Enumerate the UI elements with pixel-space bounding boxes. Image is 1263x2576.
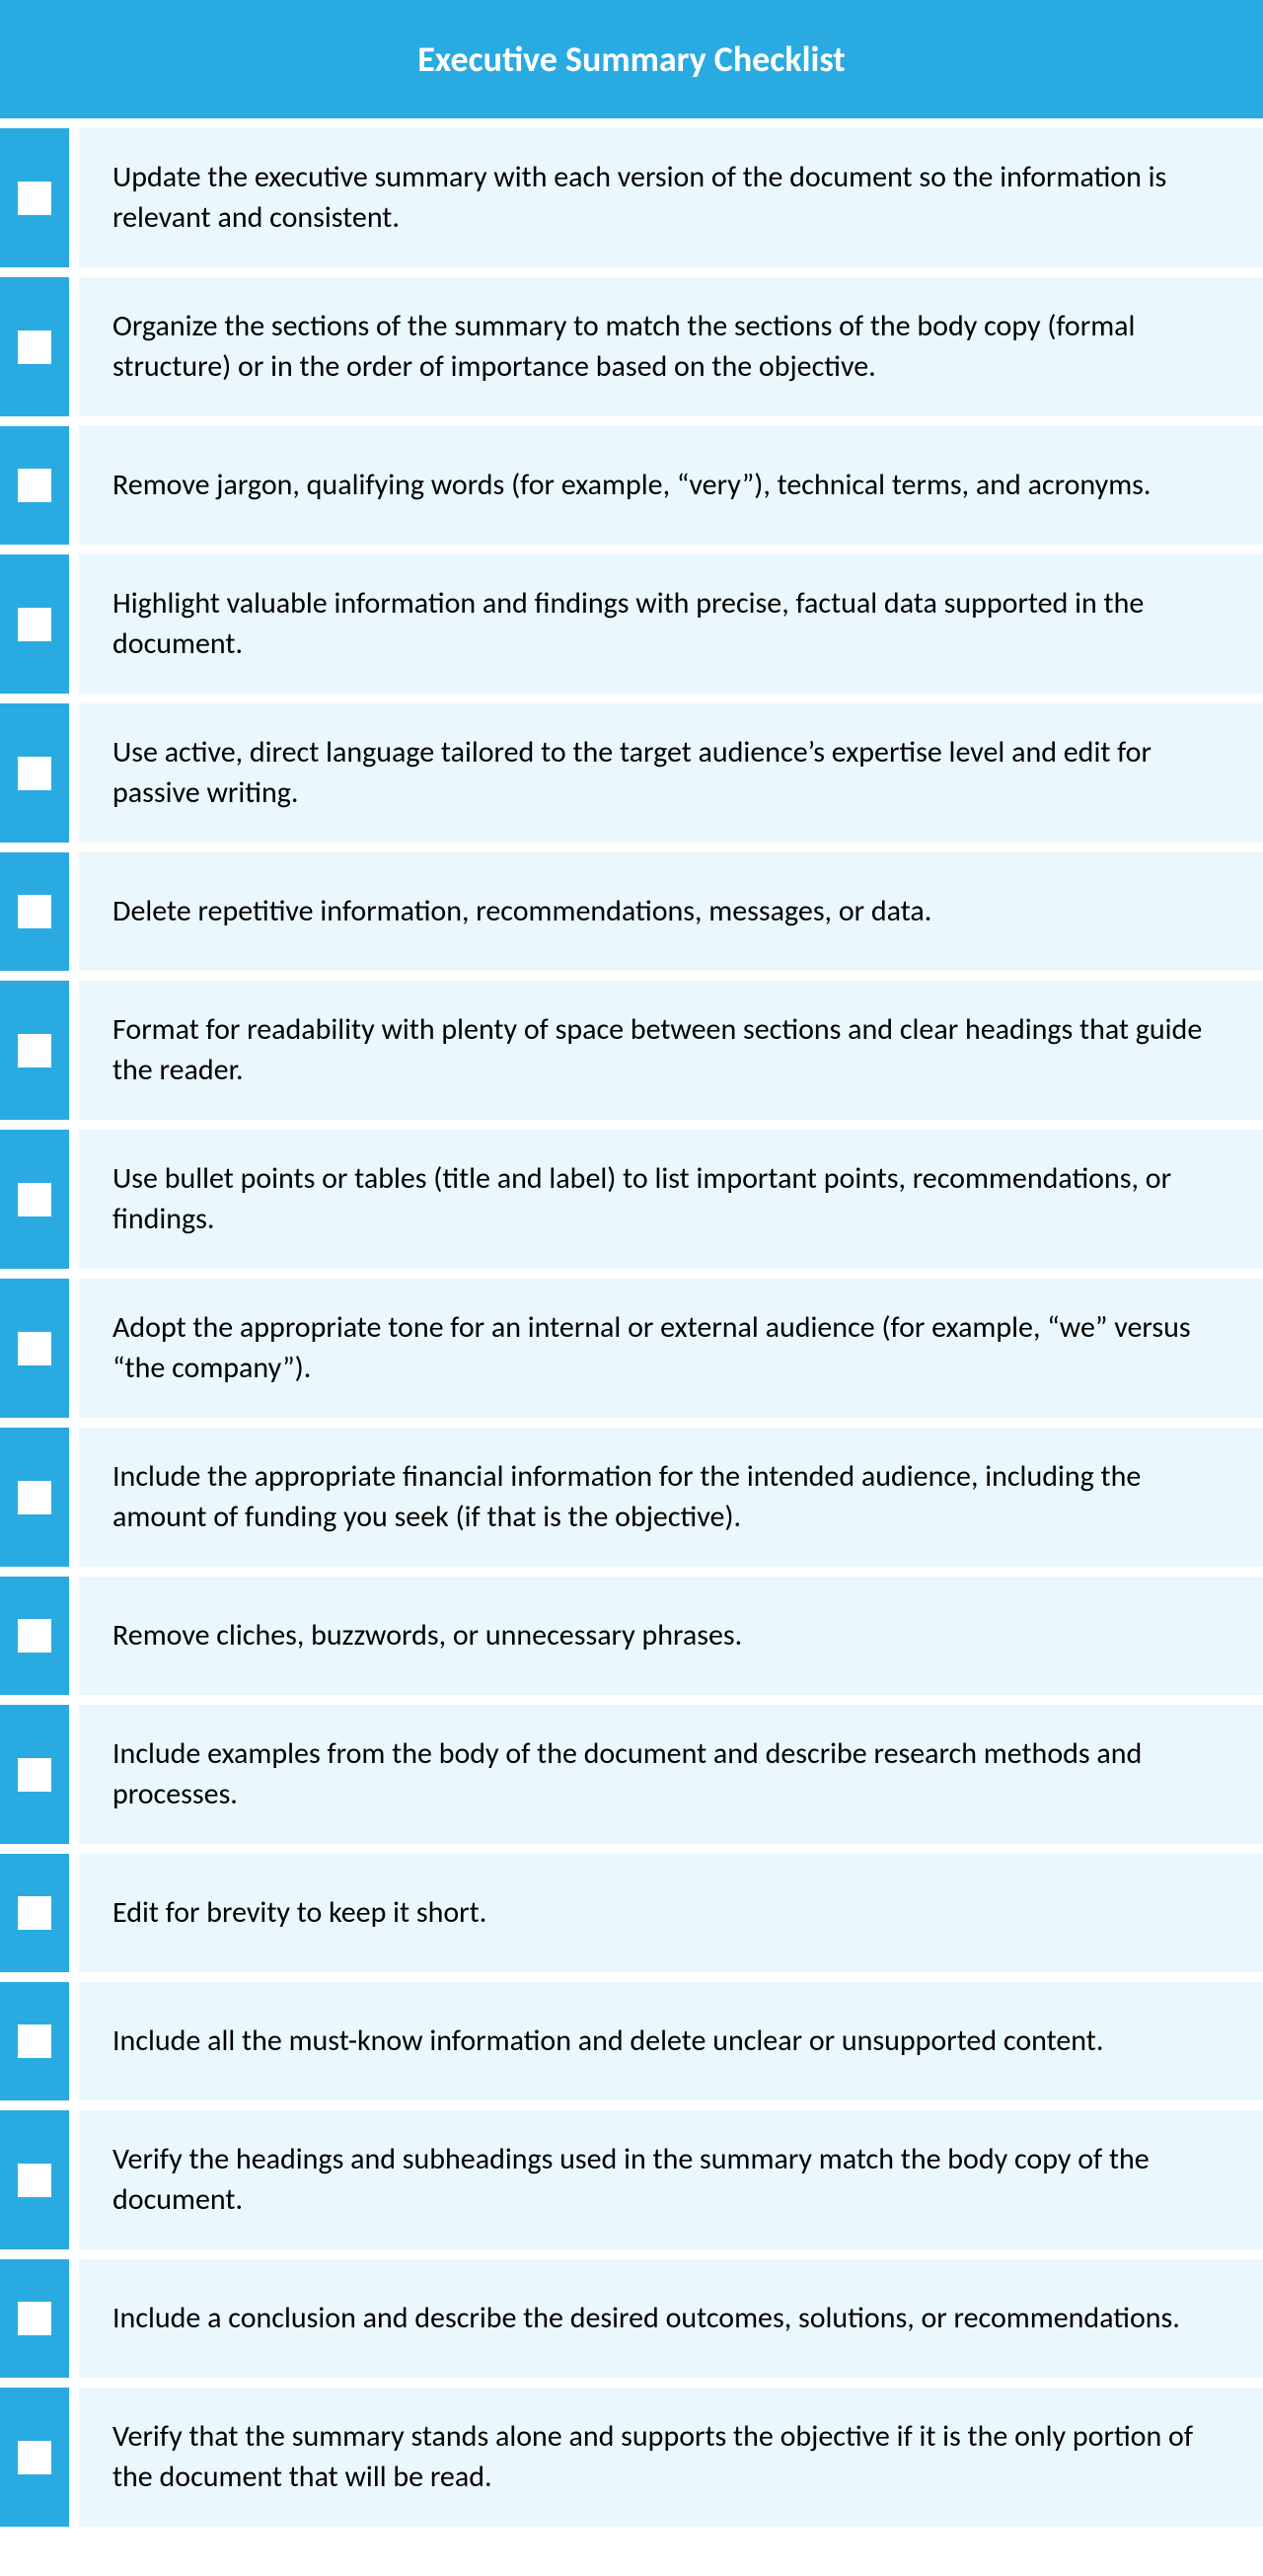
checkbox[interactable] <box>18 1332 51 1365</box>
checklist-row: Verify that the summary stands alone and… <box>0 2388 1263 2527</box>
checkbox[interactable] <box>18 1481 51 1514</box>
checkbox[interactable] <box>18 1034 51 1067</box>
checklist-row: Organize the sections of the summary to … <box>0 277 1263 416</box>
check-cell <box>0 554 69 694</box>
checklist-item-text: Delete repetitive information, recommend… <box>79 852 1263 971</box>
checklist-row: Edit for brevity to keep it short. <box>0 1854 1263 1972</box>
checklist-row: Include all the must-know information an… <box>0 1982 1263 2100</box>
checkbox[interactable] <box>18 1758 51 1792</box>
check-cell <box>0 1279 69 1418</box>
checklist-row: Verify the headings and subheadings used… <box>0 2110 1263 2249</box>
check-cell <box>0 277 69 416</box>
checkbox[interactable] <box>18 469 51 502</box>
checkbox[interactable] <box>18 1619 51 1653</box>
checklist-header: Executive Summary Checklist <box>0 0 1263 118</box>
checklist-row: Include the appropriate financial inform… <box>0 1428 1263 1567</box>
checkbox[interactable] <box>18 1183 51 1216</box>
checklist-item-text: Format for readability with plenty of sp… <box>79 981 1263 1120</box>
check-cell <box>0 426 69 545</box>
checklist-row: Remove jargon, qualifying words (for exa… <box>0 426 1263 545</box>
checkbox[interactable] <box>18 608 51 641</box>
checklist-item-text: Use bullet points or tables (title and l… <box>79 1130 1263 1269</box>
checklist-row: Update the executive summary with each v… <box>0 128 1263 267</box>
checklist-item-text: Include examples from the body of the do… <box>79 1705 1263 1844</box>
check-cell <box>0 1705 69 1844</box>
header-title: Executive Summary Checklist <box>417 37 846 81</box>
checklist-item-text: Include all the must-know information an… <box>79 1982 1263 2100</box>
checkbox[interactable] <box>18 2302 51 2335</box>
checkbox[interactable] <box>18 2164 51 2197</box>
check-cell <box>0 1428 69 1567</box>
checkbox[interactable] <box>18 331 51 364</box>
check-cell <box>0 1577 69 1695</box>
checklist-item-text: Organize the sections of the summary to … <box>79 277 1263 416</box>
checklist-item-text: Include a conclusion and describe the de… <box>79 2259 1263 2378</box>
checkbox[interactable] <box>18 182 51 215</box>
checklist-item-text: Remove jargon, qualifying words (for exa… <box>79 426 1263 545</box>
checklist-item-text: Highlight valuable information and findi… <box>79 554 1263 694</box>
checkbox[interactable] <box>18 895 51 928</box>
checklist-row: Delete repetitive information, recommend… <box>0 852 1263 971</box>
checklist-item-text: Remove cliches, buzzwords, or unnecessar… <box>79 1577 1263 1695</box>
checkbox[interactable] <box>18 757 51 790</box>
checklist-container: Executive Summary Checklist Update the e… <box>0 0 1263 2527</box>
checklist-item-text: Verify the headings and subheadings used… <box>79 2110 1263 2249</box>
check-cell <box>0 981 69 1120</box>
checkbox[interactable] <box>18 2024 51 2058</box>
checklist-row: Remove cliches, buzzwords, or unnecessar… <box>0 1577 1263 1695</box>
checklist-item-text: Verify that the summary stands alone and… <box>79 2388 1263 2527</box>
check-cell <box>0 2259 69 2378</box>
check-cell <box>0 128 69 267</box>
checklist-item-text: Include the appropriate financial inform… <box>79 1428 1263 1567</box>
checklist-row: Use bullet points or tables (title and l… <box>0 1130 1263 1269</box>
checkbox[interactable] <box>18 2441 51 2474</box>
checklist-item-text: Adopt the appropriate tone for an intern… <box>79 1279 1263 1418</box>
check-cell <box>0 703 69 843</box>
check-cell <box>0 2110 69 2249</box>
checklist-row: Include a conclusion and describe the de… <box>0 2259 1263 2378</box>
checklist-item-text: Edit for brevity to keep it short. <box>79 1854 1263 1972</box>
checklist-row: Format for readability with plenty of sp… <box>0 981 1263 1120</box>
check-cell <box>0 852 69 971</box>
checklist-rows: Update the executive summary with each v… <box>0 118 1263 2527</box>
checklist-row: Highlight valuable information and findi… <box>0 554 1263 694</box>
checklist-row: Include examples from the body of the do… <box>0 1705 1263 1844</box>
check-cell <box>0 1982 69 2100</box>
check-cell <box>0 1854 69 1972</box>
checklist-item-text: Update the executive summary with each v… <box>79 128 1263 267</box>
checklist-row: Use active, direct language tailored to … <box>0 703 1263 843</box>
checklist-row: Adopt the appropriate tone for an intern… <box>0 1279 1263 1418</box>
check-cell <box>0 1130 69 1269</box>
check-cell <box>0 2388 69 2527</box>
checkbox[interactable] <box>18 1896 51 1930</box>
checklist-item-text: Use active, direct language tailored to … <box>79 703 1263 843</box>
